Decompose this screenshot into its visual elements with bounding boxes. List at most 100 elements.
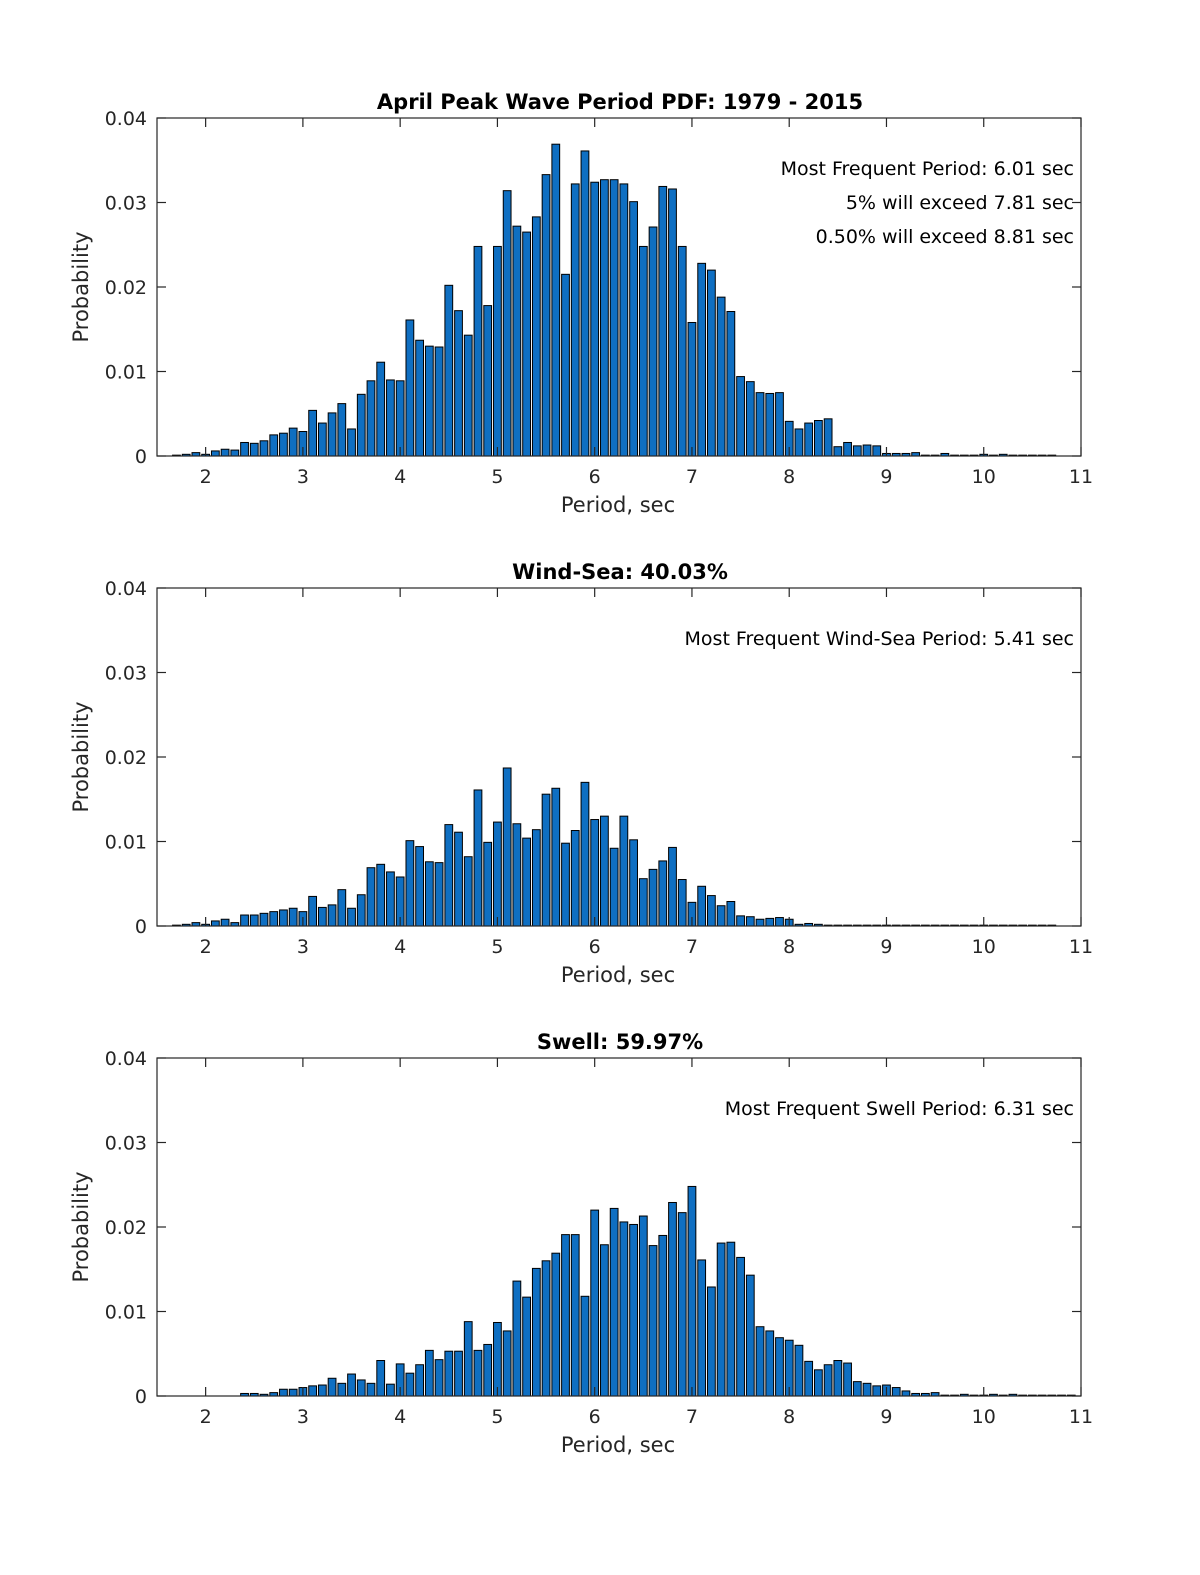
bar	[765, 917, 775, 927]
bar	[337, 403, 347, 457]
bar	[288, 1388, 298, 1397]
annotation: Most Frequent Wind-Sea Period: 5.41 sec	[685, 628, 1074, 650]
chart-title: April Peak Wave Period PDF: 1979 - 2015	[377, 90, 863, 114]
x-axis-label: Period, sec	[561, 963, 675, 987]
bar	[502, 767, 512, 927]
bar	[765, 1330, 775, 1397]
bar	[580, 150, 590, 457]
bar	[531, 216, 541, 457]
bar	[269, 911, 279, 927]
bar	[843, 441, 852, 457]
bar	[337, 889, 347, 927]
bar	[424, 861, 434, 927]
bar	[638, 878, 648, 927]
bar	[249, 914, 259, 927]
bar	[259, 912, 269, 927]
bar	[638, 1215, 648, 1397]
bar	[356, 894, 366, 927]
bar	[483, 305, 493, 457]
bar	[707, 269, 716, 457]
bar	[454, 1350, 463, 1397]
bar	[707, 895, 716, 927]
bar	[862, 444, 872, 457]
y-tick-label: 0.03	[105, 193, 147, 215]
x-tick-label: 5	[491, 466, 503, 488]
x-tick-label: 9	[880, 1406, 892, 1428]
bar	[629, 201, 638, 457]
bar	[541, 1260, 551, 1397]
chart-title: Swell: 59.97%	[537, 1030, 703, 1054]
bar	[852, 1381, 862, 1397]
bar	[648, 868, 658, 927]
bar	[240, 914, 249, 927]
x-tick-label: 5	[491, 1406, 503, 1428]
bar	[736, 1256, 745, 1397]
bar	[220, 918, 230, 927]
bar	[493, 1321, 502, 1397]
bar	[502, 1330, 512, 1397]
x-tick-label: 7	[686, 466, 698, 488]
bar	[697, 262, 707, 457]
bar	[600, 815, 609, 927]
bar	[814, 420, 823, 457]
x-tick-label: 4	[394, 1406, 406, 1428]
bar	[891, 1387, 901, 1397]
bar	[356, 1379, 366, 1397]
bar	[726, 901, 736, 927]
chart-panel-3: 2 3 4 5 6 7 8 9 10 11 0 0.01 0.02 0.03 0.04 Swell: 59.9…	[69, 1030, 1093, 1457]
bar	[327, 412, 337, 457]
chart-title: Wind-Sea: 40.03%	[512, 560, 728, 584]
y-tick-label: 0.04	[105, 578, 147, 600]
bar	[823, 418, 833, 457]
bar	[648, 226, 658, 457]
x-tick-label: 6	[589, 1406, 601, 1428]
chart-panel-1: 2 3 4 5 6 7 8 9 10 11 0 0.01 0.02 0.03 0.04 April Peak …	[69, 90, 1093, 517]
bar	[716, 905, 726, 927]
x-tick-label: 6	[589, 466, 601, 488]
bar	[561, 273, 570, 457]
annotation: Most Frequent Period: 6.01 sec	[781, 158, 1074, 180]
bar	[551, 143, 561, 457]
bar	[570, 830, 580, 927]
x-tick-label: 3	[297, 1406, 309, 1428]
bar	[444, 284, 454, 457]
bar	[473, 789, 483, 927]
bar	[541, 174, 551, 457]
bar	[386, 871, 395, 927]
annotation: 0.50% will exceed 8.81 sec	[816, 226, 1074, 248]
chart-panel-2: 2 3 4 5 6 7 8 9 10 11 0 0.01 0.02 0.03 0.04 Wind-Sea: 4…	[69, 560, 1093, 987]
x-tick-label: 4	[394, 936, 406, 958]
bar	[483, 841, 493, 927]
y-axis-label: Probability	[69, 231, 93, 342]
bar	[317, 906, 327, 927]
bar	[823, 1364, 833, 1397]
bar	[843, 1362, 852, 1397]
bar	[629, 1223, 638, 1397]
bar	[454, 831, 463, 927]
y-tick-label: 0.02	[105, 747, 147, 769]
bar	[473, 245, 483, 457]
bar	[405, 1372, 415, 1397]
bar	[473, 1349, 483, 1397]
bar	[668, 188, 677, 457]
bar	[775, 1337, 784, 1397]
bar	[386, 1383, 395, 1397]
bar	[775, 392, 784, 457]
bar	[493, 245, 502, 457]
x-tick-label: 3	[297, 936, 309, 958]
bar	[230, 449, 240, 457]
bar	[288, 427, 298, 457]
bar	[434, 346, 444, 457]
bar	[570, 183, 580, 457]
bar	[347, 907, 356, 927]
y-tick-label: 0.03	[105, 1133, 147, 1155]
bar	[327, 1377, 337, 1397]
bar	[522, 231, 531, 457]
bar	[541, 793, 551, 927]
bar	[376, 863, 386, 927]
bar	[745, 916, 755, 927]
x-tick-label: 2	[200, 466, 212, 488]
bar	[327, 904, 337, 927]
x-tick-label: 11	[1069, 936, 1093, 958]
bar	[736, 915, 745, 927]
